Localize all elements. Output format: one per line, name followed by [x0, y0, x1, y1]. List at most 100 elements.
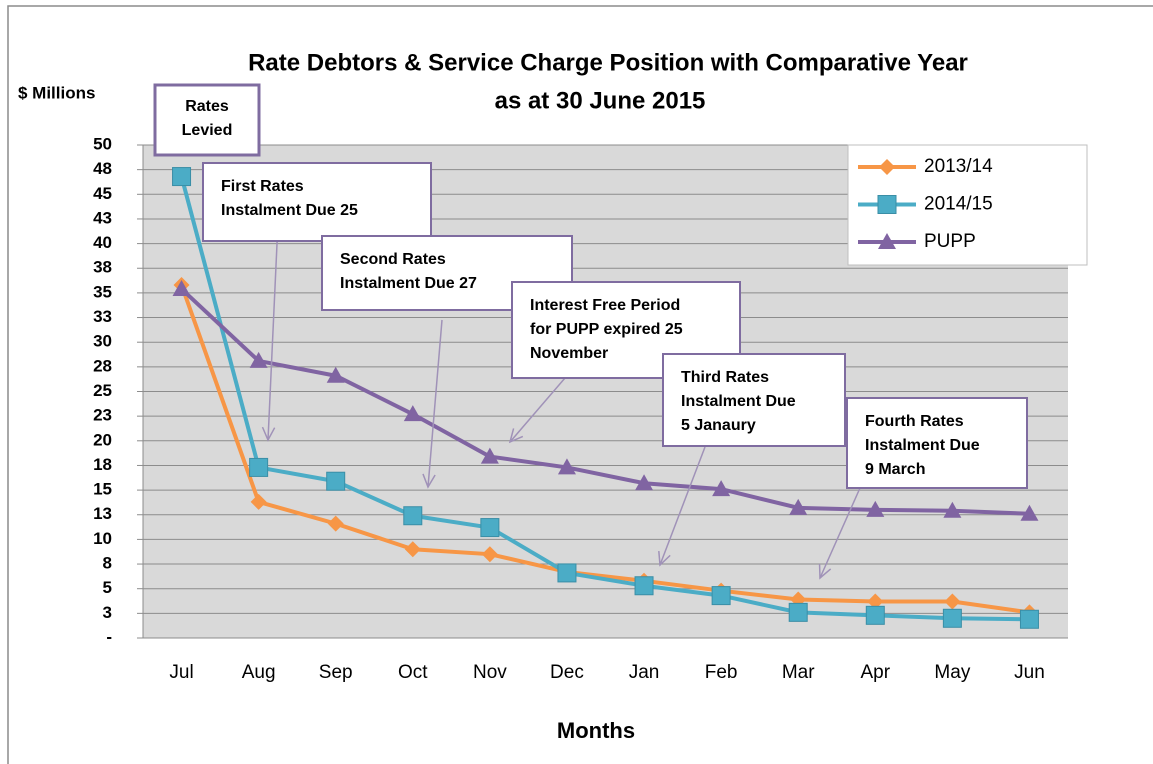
legend: 2013/14 2014/15 PUPP [847, 144, 1088, 266]
y-tick-label: 40 [93, 233, 112, 252]
marker [327, 515, 344, 532]
annotation-text: Rates [185, 98, 229, 115]
marker [635, 474, 654, 491]
x-tick-label: Feb [705, 662, 738, 683]
y-tick-label: 3 [103, 603, 112, 622]
y-tick-label: 38 [93, 258, 112, 277]
x-tick-label: May [934, 662, 970, 683]
annotation-text: Instalment Due 27 [340, 275, 477, 292]
y-tick-label: 10 [93, 529, 112, 548]
marker [1020, 504, 1039, 521]
marker [172, 279, 191, 296]
marker [249, 457, 269, 477]
marker [879, 159, 895, 175]
marker [867, 593, 884, 610]
annotation-text: Levied [182, 122, 233, 139]
marker [712, 480, 731, 497]
marker [326, 366, 345, 383]
marker [866, 500, 885, 517]
marker [865, 605, 885, 625]
annotation-text: 9 March [865, 461, 925, 478]
arrow-head [261, 426, 276, 442]
series-line [179, 284, 1030, 615]
marker [634, 576, 654, 596]
annotation-arrow [509, 377, 566, 443]
annotation-text: November [530, 345, 608, 362]
marker [404, 541, 421, 558]
y-tick-label: 25 [93, 381, 112, 400]
annotation-text: for PUPP expired 25 [530, 321, 683, 338]
x-axis-label: Months [557, 718, 635, 743]
x-tick-label: Mar [782, 662, 815, 683]
annotation-box [846, 397, 1028, 489]
y-tick-label: 48 [93, 159, 112, 178]
y-tick-label: 50 [93, 134, 112, 153]
x-tick-label: Jun [1014, 662, 1045, 683]
y-tick-label: 43 [93, 208, 112, 227]
marker [480, 447, 499, 464]
arrow-head [508, 428, 524, 444]
marker [944, 593, 961, 610]
legend-label: PUPP [924, 231, 976, 252]
x-tick-label: Nov [473, 662, 507, 683]
y-tick-label: 13 [93, 504, 112, 523]
annotation-text: Third Rates [681, 369, 769, 386]
series-line [179, 176, 1030, 622]
annotation-box [153, 83, 261, 157]
annotation-text: Instalment Due [681, 393, 796, 410]
y-tick-label: 18 [93, 455, 112, 474]
marker [326, 471, 346, 491]
y-tick-label: 35 [93, 282, 112, 301]
series-line [180, 287, 1030, 516]
marker [403, 405, 422, 422]
marker [877, 195, 897, 214]
annotation-box [662, 353, 846, 447]
arrow-head [658, 550, 671, 567]
y-tick-label: 15 [93, 480, 112, 499]
x-tick-label: Sep [319, 662, 353, 683]
annotation-text: 5 Janaury [681, 417, 756, 434]
marker [943, 501, 962, 518]
y-tick-label: 23 [93, 406, 112, 425]
y-tick-label: 28 [93, 356, 112, 375]
chart-subtitle: as at 30 June 2015 [495, 87, 706, 114]
chart-title: Rate Debtors & Service Charge Position w… [248, 49, 968, 76]
y-tick-label: 45 [93, 184, 112, 203]
x-tick-label: Jul [169, 662, 193, 683]
marker [250, 493, 267, 510]
marker [557, 563, 577, 583]
annotation-arrow [659, 446, 706, 566]
x-tick-label: Jan [629, 662, 660, 683]
x-tick-label: Dec [550, 662, 584, 683]
annotation-text: Second Rates [340, 251, 446, 268]
y-tick-label: 8 [103, 554, 112, 573]
marker [789, 498, 808, 515]
legend-label: 2014/15 [924, 194, 993, 215]
annotation-text: Fourth Rates [865, 413, 964, 430]
annotation-arrow [427, 319, 443, 488]
arrow-head [818, 563, 832, 580]
annotation-text: First Rates [221, 178, 304, 195]
marker [1019, 609, 1039, 629]
marker [249, 351, 268, 368]
y-axis-label: $ Millions [18, 83, 95, 102]
arrow-head [422, 473, 436, 489]
y-tick-label: 30 [93, 332, 112, 351]
legend-label: 2013/14 [924, 156, 993, 177]
y-tick-label: - [106, 627, 112, 646]
marker [481, 546, 498, 563]
marker [711, 586, 731, 606]
x-tick-label: Aug [242, 662, 276, 683]
marker [878, 233, 896, 249]
annotation-text: Interest Free Period [530, 297, 680, 314]
marker [480, 518, 500, 538]
marker [557, 458, 576, 475]
annotation-arrow [267, 221, 279, 441]
annotation-text: Instalment Due [865, 437, 980, 454]
marker [172, 167, 192, 187]
x-tick-label: Apr [861, 662, 891, 683]
annotation-box [202, 162, 432, 242]
y-tick-label: 33 [93, 307, 112, 326]
annotation-arrow [819, 487, 861, 579]
